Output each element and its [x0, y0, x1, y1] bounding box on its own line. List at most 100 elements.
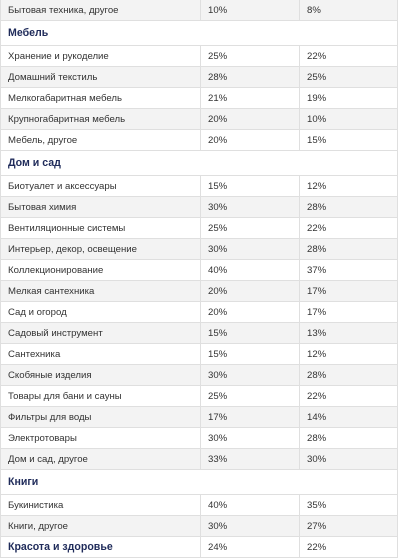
category-title: Книги	[0, 469, 398, 495]
rate-cell-a: 25%	[200, 217, 300, 239]
table-row: Дом и сад, другое 33% 30%	[0, 448, 398, 470]
table-row: Бытовая химия 30% 28%	[0, 196, 398, 218]
rate-cell-a: 20%	[200, 280, 300, 302]
rate-cell-b: 25%	[299, 66, 398, 88]
table-row: Скобяные изделия 30% 28%	[0, 364, 398, 386]
category-name-cell: Хранение и рукоделие	[0, 45, 201, 67]
table-row: Мелкая сантехника 20% 17%	[0, 280, 398, 302]
rate-cell-a: 20%	[200, 129, 300, 151]
category-name-cell: Сад и огород	[0, 301, 201, 323]
table-row: Мебель, другое 20% 15%	[0, 129, 398, 151]
table-row: Хранение и рукоделие 25% 22%	[0, 45, 398, 67]
category-name-cell: Бытовая химия	[0, 196, 201, 218]
rate-cell-a: 30%	[200, 515, 300, 537]
rate-cell-b: 28%	[299, 427, 398, 449]
rate-cell-b: 37%	[299, 259, 398, 281]
rate-cell-a: 30%	[200, 427, 300, 449]
rate-cell-b: 13%	[299, 322, 398, 344]
rate-cell-a: 30%	[200, 238, 300, 260]
rate-cell-b: 30%	[299, 448, 398, 470]
category-name-cell: Мебель, другое	[0, 129, 201, 151]
category-name-cell: Садовый инструмент	[0, 322, 201, 344]
rate-cell-a: 20%	[200, 108, 300, 130]
rate-cell-b: 19%	[299, 87, 398, 109]
rate-cell-b: 22%	[299, 385, 398, 407]
rate-cell-b: 22%	[299, 45, 398, 67]
category-title: Дом и сад	[0, 150, 398, 176]
category-name-cell: Товары для бани и сауны	[0, 385, 201, 407]
rate-cell-a: 33%	[200, 448, 300, 470]
rate-cell-a: 40%	[200, 259, 300, 281]
rate-cell-a: 17%	[200, 406, 300, 428]
category-name-cell: Дом и сад, другое	[0, 448, 201, 470]
category-name-cell: Вентиляционные системы	[0, 217, 201, 239]
table-row: Мелкогабаритная мебель 21% 19%	[0, 87, 398, 109]
rate-cell-b: 28%	[299, 238, 398, 260]
table-row: Книги, другое 30% 27%	[0, 515, 398, 537]
category-header-row: Книги	[0, 469, 398, 495]
rate-cell-a: 10%	[200, 0, 300, 21]
table-row: Товары для бани и сауны 25% 22%	[0, 385, 398, 407]
category-header-row: Мебель	[0, 20, 398, 46]
category-title: Красота и здоровье	[0, 536, 201, 558]
category-title: Мебель	[0, 20, 398, 46]
category-name-cell: Мелкогабаритная мебель	[0, 87, 201, 109]
table-row: Крупногабаритная мебель 20% 10%	[0, 108, 398, 130]
rate-cell-b: 12%	[299, 175, 398, 197]
rate-cell-b: 35%	[299, 494, 398, 516]
category-name-cell: Мелкая сантехника	[0, 280, 201, 302]
rate-cell-b: 27%	[299, 515, 398, 537]
category-header-row: Дом и сад	[0, 150, 398, 176]
rate-cell-a: 25%	[200, 45, 300, 67]
table-row: Сантехника 15% 12%	[0, 343, 398, 365]
category-name-cell: Крупногабаритная мебель	[0, 108, 201, 130]
rate-cell-a: 25%	[200, 385, 300, 407]
rate-cell-a: 30%	[200, 196, 300, 218]
rate-cell-b: 14%	[299, 406, 398, 428]
rate-cell-a: 15%	[200, 322, 300, 344]
rate-cell-b: 8%	[299, 0, 398, 21]
rate-cell-a: 30%	[200, 364, 300, 386]
rate-cell-a: 15%	[200, 343, 300, 365]
rate-cell-b: 22%	[299, 536, 398, 558]
category-name-cell: Книги, другое	[0, 515, 201, 537]
rate-cell-a: 24%	[200, 536, 300, 558]
category-name-cell: Электротовары	[0, 427, 201, 449]
rate-cell-b: 15%	[299, 129, 398, 151]
category-name-cell: Биотуалет и аксессуары	[0, 175, 201, 197]
table-row: Вентиляционные системы 25% 22%	[0, 217, 398, 239]
rate-cell-b: 12%	[299, 343, 398, 365]
category-name-cell: Бытовая техника, другое	[0, 0, 201, 21]
table-row: Бытовая техника, другое 10% 8%	[0, 0, 398, 21]
rate-cell-b: 17%	[299, 301, 398, 323]
category-name-cell: Фильтры для воды	[0, 406, 201, 428]
table-row: Интерьер, декор, освещение 30% 28%	[0, 238, 398, 260]
category-name-cell: Коллекционирование	[0, 259, 201, 281]
rate-cell-a: 15%	[200, 175, 300, 197]
table-row: Букинистика 40% 35%	[0, 494, 398, 516]
category-name-cell: Сантехника	[0, 343, 201, 365]
rate-cell-a: 20%	[200, 301, 300, 323]
table-row: Сад и огород 20% 17%	[0, 301, 398, 323]
category-name-cell: Домашний текстиль	[0, 66, 201, 88]
rate-cell-a: 40%	[200, 494, 300, 516]
category-header-row: Красота и здоровье 24% 22%	[0, 536, 398, 558]
category-name-cell: Интерьер, декор, освещение	[0, 238, 201, 260]
rate-cell-b: 17%	[299, 280, 398, 302]
category-name-cell: Скобяные изделия	[0, 364, 201, 386]
rate-cell-a: 28%	[200, 66, 300, 88]
table-row: Электротовары 30% 28%	[0, 427, 398, 449]
category-name-cell: Букинистика	[0, 494, 201, 516]
rate-cell-b: 28%	[299, 364, 398, 386]
table-row: Домашний текстиль 28% 25%	[0, 66, 398, 88]
table-row: Фильтры для воды 17% 14%	[0, 406, 398, 428]
table-row: Садовый инструмент 15% 13%	[0, 322, 398, 344]
rate-cell-b: 22%	[299, 217, 398, 239]
table-row: Биотуалет и аксессуары 15% 12%	[0, 175, 398, 197]
table-row: Коллекционирование 40% 37%	[0, 259, 398, 281]
rate-cell-a: 21%	[200, 87, 300, 109]
rate-cell-b: 10%	[299, 108, 398, 130]
rate-cell-b: 28%	[299, 196, 398, 218]
